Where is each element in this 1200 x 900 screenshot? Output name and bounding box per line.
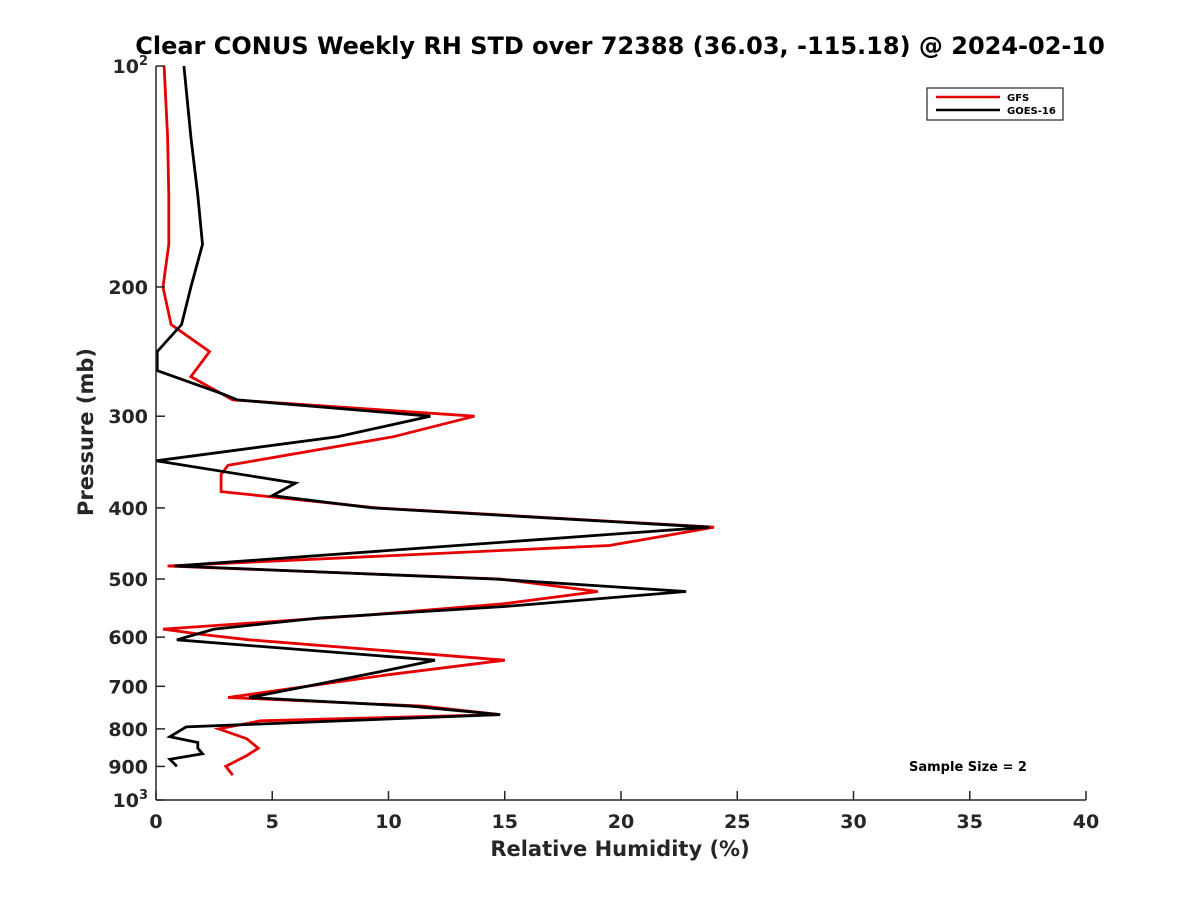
legend-label-gfs: GFS [1007,93,1029,104]
x-tick-label: 25 [724,811,750,833]
y-tick-label: 600 [108,627,148,649]
series-line-goes-16 [155,65,710,768]
y-tick-label: 800 [108,719,148,741]
y-tick-label: 700 [108,676,148,698]
x-tick-label: 30 [840,811,866,833]
x-axis-label: Relative Humidity (%) [490,837,749,861]
x-tick-label: 10 [375,811,401,833]
y-tick-label: 102 [113,54,149,78]
y-tick-label: 500 [108,569,148,591]
x-tick-label: 5 [266,811,279,833]
x-tick-label: 35 [957,811,983,833]
y-tick-label: 200 [108,277,148,299]
y-axis-label: Pressure (mb) [74,348,98,516]
x-tick-label: 0 [149,811,162,833]
y-tick-label: 400 [108,498,148,520]
sample-size-annotation: Sample Size = 2 [909,760,1027,775]
chart-title: Clear CONUS Weekly RH STD over 72388 (36… [135,32,1105,60]
legend-box [926,87,1064,121]
x-tick-label: 15 [492,811,518,833]
y-tick-label: 103 [113,788,149,812]
plot-area: 0 5 10 15 20 25 30 35 40 102 200 300 400 500 600 700 800… [108,54,1099,833]
legend-label-goes-16: GOES-16 [1007,106,1056,117]
x-tick-label: 20 [608,811,634,833]
legend: GFS GOES-16 [926,87,1064,121]
x-tick-label: 40 [1073,811,1099,833]
y-tick-label: 300 [108,406,148,428]
y-tick-label: 900 [108,756,148,778]
